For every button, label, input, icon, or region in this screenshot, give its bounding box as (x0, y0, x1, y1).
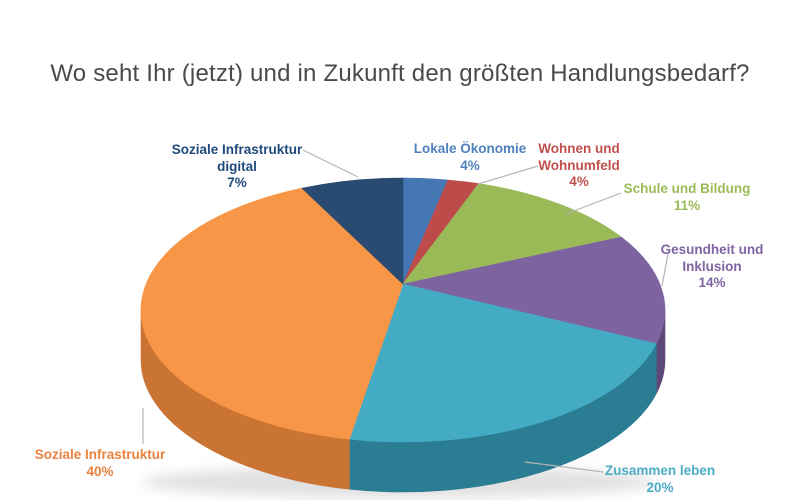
pie-slice-zusammen-leben (349, 283, 657, 443)
pie-slice-soziale-infrastruktur-digital (301, 177, 404, 285)
label-text: Soziale Infrastruktur (34, 447, 166, 462)
leader-line-gesundheit-und-inklusion (661, 253, 669, 287)
label-lokale-oekonomie: Lokale Ökonomie 4% (390, 141, 550, 174)
label-value: 11% (673, 197, 701, 213)
label-text: Inklusion (682, 258, 742, 274)
label-value: 20% (646, 479, 674, 495)
pie-top-faces (140, 177, 666, 443)
leader-line-zusammen-leben (524, 461, 604, 473)
label-zusammen-leben: Zusammen leben 20% (575, 463, 745, 496)
label-value: 4% (460, 157, 480, 173)
label-gesundheit-und-inklusion: Gesundheit und Inklusion 14% (627, 242, 797, 292)
label-text: Wohnen und (538, 141, 620, 156)
pie-slice-gesundheit-und-inklusion (402, 236, 666, 344)
label-text: Gesundheit und (660, 242, 764, 257)
label-value: 4% (569, 174, 589, 189)
label-soziale-infrastruktur: Soziale Infrastruktur 40% (15, 447, 185, 480)
pie-slice-soziale-infrastruktur (140, 187, 404, 440)
label-text: Zusammen leben (604, 463, 716, 478)
label-text: Wohnumfeld (538, 157, 620, 173)
label-value: 40% (86, 463, 114, 479)
label-text: Schule und Bildung (623, 181, 751, 196)
leader-line-wohnen-und-wohnumfeld (477, 165, 539, 185)
label-soziale-infrastruktur-digital: Soziale Infrastruktur digital 7% (152, 142, 322, 192)
label-value: 14% (698, 275, 726, 290)
leader-line-schule-und-bildung (565, 192, 622, 215)
label-wohnen-und-wohnumfeld: Wohnen und Wohnumfeld 4% (519, 141, 639, 191)
leader-line-soziale-infrastruktur-digital (302, 149, 359, 178)
label-text: Soziale Infrastruktur (171, 142, 303, 157)
pie-side-walls (140, 309, 666, 493)
label-text: digital (217, 158, 257, 174)
label-text: Lokale Ökonomie (413, 141, 527, 156)
label-value: 7% (227, 175, 247, 190)
pie-slice-schule-und-bildung (402, 183, 622, 285)
leader-lines (142, 149, 669, 473)
label-schule-und-bildung: Schule und Bildung 11% (602, 181, 772, 214)
chart-title: Wo seht Ihr (jetzt) und in Zukunft den g… (50, 60, 750, 87)
